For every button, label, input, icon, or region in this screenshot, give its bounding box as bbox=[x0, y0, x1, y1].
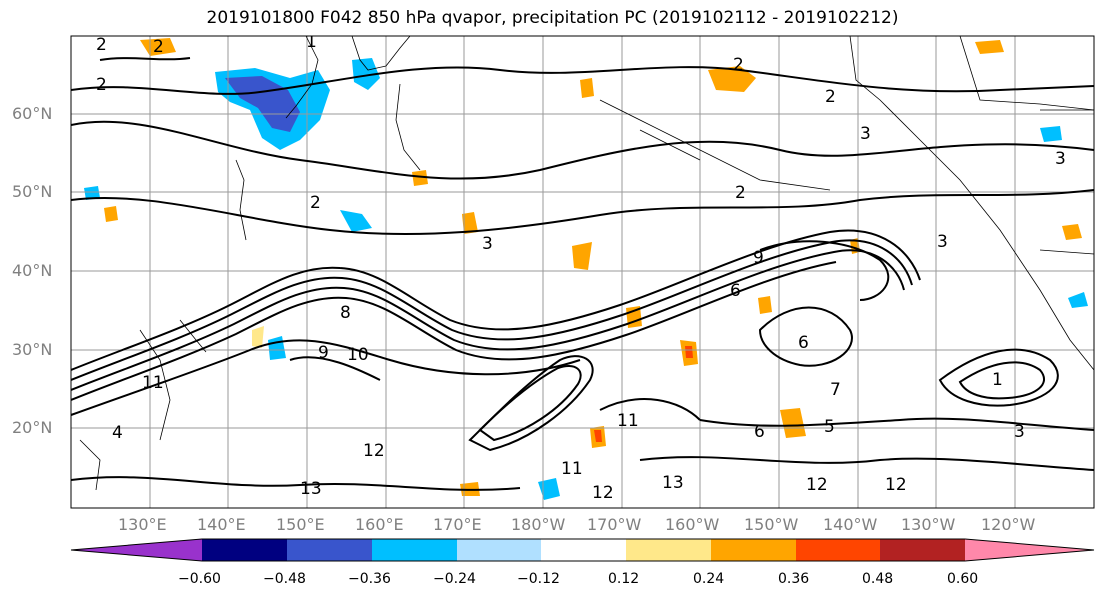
contour-label: 6 bbox=[798, 333, 809, 353]
contour-label: 9 bbox=[318, 343, 329, 363]
contour-label: 12 bbox=[363, 441, 385, 461]
graticule bbox=[71, 36, 1094, 508]
contour-label: 12 bbox=[592, 483, 614, 503]
colorbar-tick-label: −0.48 bbox=[263, 571, 306, 587]
contour-label: 12 bbox=[885, 475, 907, 495]
colorbar-tick-label: −0.24 bbox=[433, 571, 476, 587]
contour-label: 2 bbox=[825, 87, 836, 107]
contour-label: 7 bbox=[830, 380, 841, 400]
lon-label-120w: 120°W bbox=[981, 515, 1036, 534]
contour-label: 2 bbox=[96, 35, 107, 55]
lat-label-50n: 50°N bbox=[12, 182, 53, 201]
colorbar-bin bbox=[457, 539, 541, 561]
contour-label: 3 bbox=[937, 232, 948, 252]
map-title: 2019101800 F042 850 hPa qvapor, precipit… bbox=[206, 8, 899, 28]
contour-label: 2 bbox=[96, 75, 107, 95]
colorbar-tick-label: 0.48 bbox=[862, 571, 894, 587]
colorbar-bin bbox=[880, 539, 965, 561]
lon-label-140w: 140°W bbox=[823, 515, 878, 534]
contour-label: 3 bbox=[860, 124, 871, 144]
contour-label: 10 bbox=[347, 345, 369, 365]
colorbar-tick-label: −0.36 bbox=[348, 571, 391, 587]
lon-label-170w: 170°W bbox=[587, 515, 642, 534]
colorbar-extend-min bbox=[71, 539, 202, 561]
lat-label-40n: 40°N bbox=[12, 261, 53, 280]
colorbar-tick-label: 0.60 bbox=[947, 571, 979, 587]
contour-label: 1 bbox=[306, 32, 317, 52]
plot-frame bbox=[70, 35, 1095, 509]
contour-label: 3 bbox=[1014, 422, 1025, 442]
qvapor-contours bbox=[71, 57, 1094, 491]
contour-labels: 2 2 1 2 2 3 3 2 2 2 3 3 9 6 6 9 10 11 11… bbox=[96, 32, 1066, 503]
lon-label-150w: 150°W bbox=[744, 515, 799, 534]
contour-label: 5 bbox=[824, 417, 835, 437]
colorbar-bin bbox=[541, 539, 626, 561]
contour-label: 6 bbox=[730, 281, 741, 301]
colorbar-tick-label: 0.36 bbox=[778, 571, 810, 587]
colorbar-bin bbox=[711, 539, 796, 561]
lon-label-170e: 170°E bbox=[433, 515, 482, 534]
lon-label-180w: 180°W bbox=[511, 515, 566, 534]
colorbar-bin bbox=[796, 539, 880, 561]
contour-label: 13 bbox=[300, 479, 322, 499]
contour-label: 11 bbox=[561, 459, 583, 479]
contour-label: 3 bbox=[482, 234, 493, 254]
plot-area: 2 2 1 2 2 3 3 2 2 2 3 3 9 6 6 9 10 11 11… bbox=[71, 32, 1094, 508]
lon-label-130e: 130°E bbox=[118, 515, 167, 534]
colorbar-bin bbox=[626, 539, 711, 561]
contour-label: 8 bbox=[340, 303, 351, 323]
colorbar-tick-label: 0.12 bbox=[608, 571, 640, 587]
lon-label-140e: 140°E bbox=[197, 515, 246, 534]
lat-label-30n: 30°N bbox=[12, 340, 53, 359]
contour-label: 9 bbox=[753, 248, 764, 268]
colorbar-bin bbox=[372, 539, 457, 561]
contour-label: 2 bbox=[735, 183, 746, 203]
contour-label: 11 bbox=[617, 411, 639, 431]
colorbar-tick-label: −0.60 bbox=[178, 571, 221, 587]
contour-label: 11 bbox=[142, 373, 164, 393]
contour-label: 2 bbox=[733, 55, 744, 75]
lat-label-60n: 60°N bbox=[12, 104, 53, 123]
lon-label-130w: 130°W bbox=[901, 515, 956, 534]
colorbar-bin bbox=[287, 539, 372, 561]
lon-label-160e: 160°E bbox=[355, 515, 404, 534]
lon-label-160w: 160°W bbox=[665, 515, 720, 534]
colorbar-extend-max bbox=[965, 539, 1094, 561]
contour-label: 1 bbox=[992, 370, 1003, 390]
contour-label: 13 bbox=[662, 473, 684, 493]
colorbar bbox=[70, 538, 1095, 562]
lon-label-150e: 150°E bbox=[276, 515, 325, 534]
colorbar-tick-label: 0.24 bbox=[693, 571, 725, 587]
lat-label-20n: 20°N bbox=[12, 418, 53, 437]
contour-label: 3 bbox=[1055, 149, 1066, 169]
contour-label: 2 bbox=[310, 193, 321, 213]
colorbar-tick-label: −0.12 bbox=[517, 571, 560, 587]
contour-label: 6 bbox=[754, 422, 765, 442]
contour-label: 4 bbox=[112, 423, 123, 443]
colorbar-bin bbox=[202, 539, 287, 561]
contour-label: 12 bbox=[806, 475, 828, 495]
contour-label: 2 bbox=[153, 37, 164, 57]
